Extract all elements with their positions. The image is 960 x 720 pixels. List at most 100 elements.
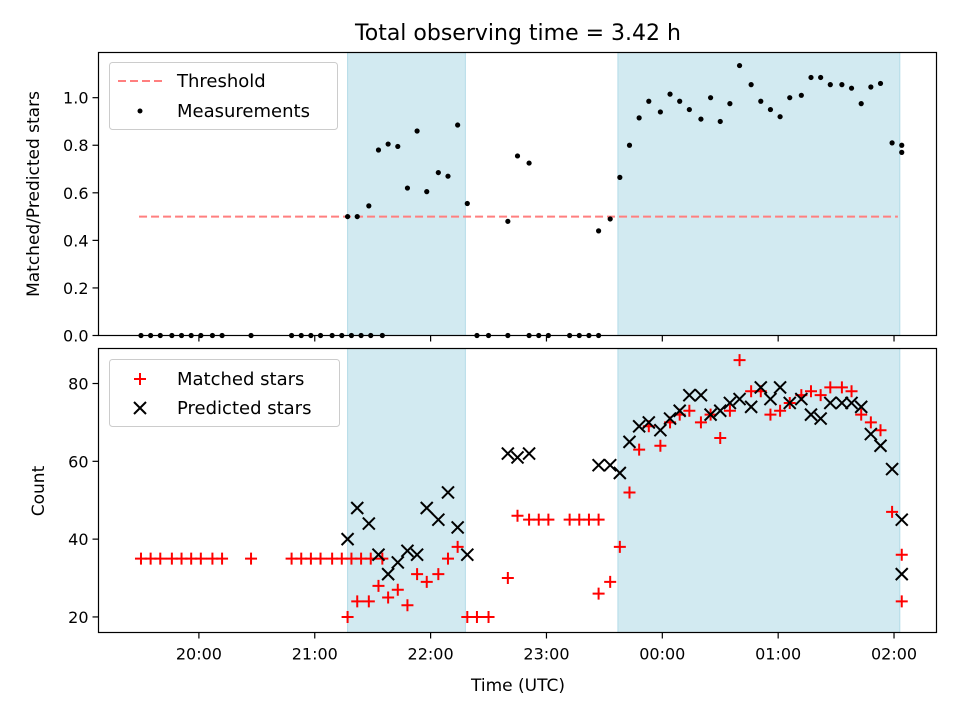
predicted-star-marker — [672, 404, 687, 418]
predicted-star-marker — [864, 427, 878, 441]
measurement-point — [686, 106, 692, 113]
predicted-star-marker — [732, 392, 747, 406]
top-x-ticks — [198, 335, 895, 342]
matched-star-marker — [542, 513, 555, 526]
measurement-point — [385, 141, 391, 147]
measurement-point — [717, 118, 723, 125]
matched-star-marker — [592, 513, 605, 526]
y-tick-label: 20 — [68, 608, 88, 627]
matched-star-marker — [245, 552, 258, 565]
bottom-legend-label-matched: Matched stars — [177, 369, 304, 390]
predicted-star-marker — [441, 485, 455, 500]
measurement-point — [677, 98, 683, 104]
predicted-star-marker — [794, 392, 809, 406]
predicted-star-marker — [431, 512, 446, 527]
measurement-point — [455, 122, 461, 128]
matched-star-marker — [824, 381, 837, 394]
predicted-star-marker — [813, 411, 828, 426]
predicted-star-marker — [622, 435, 637, 449]
x-tick-label: 00:00 — [639, 645, 685, 664]
predicted-star-marker — [410, 547, 424, 562]
x-tick-label: 01:00 — [755, 645, 801, 664]
count-points — [134, 354, 909, 623]
predicted-star-marker — [694, 388, 708, 402]
top-legend-label-measurements: Measurements — [177, 101, 310, 122]
matched-star-marker — [886, 505, 899, 518]
shaded-interval — [617, 348, 901, 633]
predicted-star-marker — [653, 423, 668, 437]
predicted-star-marker — [420, 501, 434, 515]
matched-star-marker — [895, 548, 908, 561]
bottom-panel: 20 40 60 80 20:00 21:00 22:00 23:00 00:00 01:00 0… — [29, 347, 938, 696]
top-legend: Threshold Measurements — [109, 62, 338, 130]
measurement-point — [526, 160, 532, 166]
chart-title: Total observing time = 3.42 h — [354, 21, 681, 46]
predicted-star-marker — [773, 380, 787, 395]
measurement-point — [727, 101, 733, 107]
measurement-point — [698, 116, 704, 122]
matched-star-marker — [511, 509, 524, 522]
bottom-legend-box — [109, 359, 340, 427]
bottom-y-axis-label: Count — [29, 465, 49, 516]
matched-star-marker — [874, 424, 887, 437]
measurement-point — [505, 218, 511, 224]
predicted-star-marker — [783, 396, 797, 410]
predicted-star-marker — [510, 450, 525, 465]
predicted-star-marker — [391, 555, 405, 570]
measurement-point — [344, 213, 351, 220]
matched-star-marker — [411, 568, 424, 581]
measurement-point — [626, 142, 633, 148]
measurement-point — [748, 82, 754, 88]
shaded-interval — [617, 52, 901, 336]
predicted-star-marker — [381, 567, 395, 581]
top-panel: 0.0 0.2 0.4 0.6 0.8 1.0 Matched/Predicted sta… — [24, 51, 938, 346]
y-tick-label: 0.2 — [63, 279, 88, 298]
measurement-point — [424, 189, 430, 195]
y-tick-label: 0.8 — [63, 136, 88, 155]
y-tick-label: 1.0 — [63, 89, 88, 108]
top-y-ticks: 0.0 0.2 0.4 0.6 0.8 1.0 — [63, 89, 99, 346]
matched-star-marker — [391, 583, 404, 596]
matched-star-marker — [733, 354, 746, 367]
predicted-star-marker — [763, 392, 778, 406]
matched-legend-swatch — [134, 373, 146, 385]
matched-star-marker — [382, 591, 395, 604]
matched-star-marker — [441, 552, 454, 565]
predicted-star-marker — [400, 544, 415, 558]
matched-star-marker — [654, 439, 667, 452]
matched-star-marker — [194, 552, 207, 565]
measurement-point — [899, 142, 905, 148]
measurement-point — [617, 174, 623, 180]
matched-star-marker — [694, 416, 707, 429]
matched-star-marker — [401, 599, 414, 612]
matched-star-marker — [432, 568, 445, 581]
measurement-point — [707, 95, 714, 101]
bottom-x-ticks: 20:00 21:00 22:00 23:00 00:00 01:00 02:00 — [176, 632, 917, 664]
measurement-point — [636, 115, 642, 121]
matched-star-marker — [592, 587, 605, 600]
predicted-star-marker — [522, 446, 536, 461]
predicted-star-marker — [844, 396, 859, 410]
measurement-point — [736, 62, 743, 69]
measurement-point — [404, 185, 411, 191]
predicted-star-marker — [804, 407, 818, 422]
predicted-star-marker — [723, 396, 737, 410]
measurement-point — [767, 106, 774, 113]
matched-star-marker — [341, 610, 354, 623]
measurement-point — [435, 169, 441, 176]
measurement-point — [839, 82, 845, 88]
predicted-star-marker — [682, 388, 697, 402]
y-tick-label: 0.0 — [63, 327, 88, 346]
measurement-point — [395, 143, 401, 150]
predicted-star-marker — [835, 396, 849, 410]
predicted-star-marker — [854, 400, 868, 414]
matched-star-marker — [154, 552, 167, 565]
measurement-point — [808, 74, 814, 81]
matched-star-marker — [451, 540, 464, 553]
measurement-point — [657, 109, 663, 115]
shaded-interval — [347, 348, 466, 633]
predicted-star-marker — [642, 415, 656, 430]
predicted-star-marker — [450, 520, 465, 535]
matched-star-marker — [470, 610, 483, 623]
predicted-star-marker — [703, 407, 718, 422]
